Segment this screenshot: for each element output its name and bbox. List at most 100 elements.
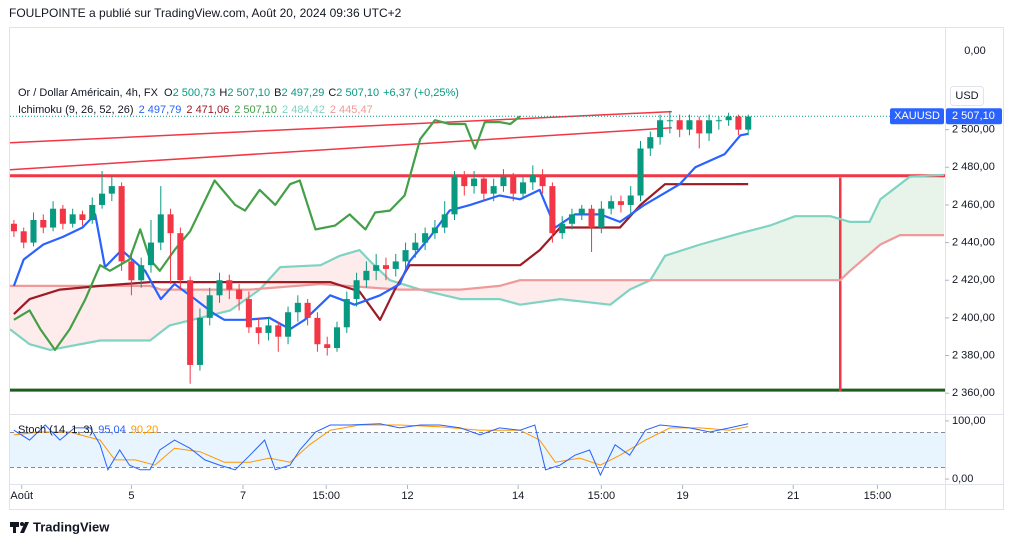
candle-body <box>559 223 566 234</box>
candle-body <box>196 317 203 365</box>
trend-line <box>10 127 672 171</box>
candle-body <box>392 261 399 269</box>
candle-body <box>147 242 155 266</box>
last-price-label: 2 507,10 <box>952 110 995 122</box>
candle-body <box>578 208 585 215</box>
y-tick-label: 2 500,00 <box>952 124 995 136</box>
indicator-line <box>13 115 521 351</box>
candle-body <box>529 174 536 183</box>
candle-body <box>285 312 292 337</box>
candle-body <box>745 116 752 130</box>
candle-body <box>637 148 644 196</box>
candle-body <box>519 182 527 194</box>
candle-body <box>30 220 37 243</box>
x-tick-label: Août <box>10 490 33 502</box>
legend-key: H <box>219 87 227 99</box>
logo <box>10 522 29 533</box>
indicator-name: Ichimoku (9, 26, 52, 26) <box>18 104 134 116</box>
candle-body <box>177 233 184 281</box>
candle-body <box>617 201 624 205</box>
x-tick-label: 15:00 <box>312 490 340 502</box>
candle-body <box>490 186 497 194</box>
candle-body <box>10 223 17 232</box>
candle-body <box>255 327 262 333</box>
candle-body <box>167 214 174 234</box>
indicator-line <box>10 234 944 291</box>
ticker: XAUUSD <box>894 110 940 122</box>
legend-value: 95,04 <box>98 424 126 436</box>
y-tick-label: 2 420,00 <box>952 274 995 286</box>
legend-value: 2 507,10 <box>336 87 379 99</box>
candle-body <box>40 220 47 228</box>
candle-body <box>510 176 517 194</box>
legend-value: 2 507,10 <box>227 87 270 99</box>
indicator-name: Stoch (14, 1, 3) <box>18 424 93 436</box>
candle-body <box>157 214 164 243</box>
legend-key: C <box>328 87 336 99</box>
candle-body <box>275 325 282 337</box>
x-tick-label: 19 <box>676 490 688 502</box>
price-legend: Or / Dollar Américain, 4h, FX O2 500,73 H2… <box>18 87 459 99</box>
candle-body <box>79 214 86 220</box>
legend-key: B <box>274 87 281 99</box>
indicator-line <box>13 183 749 321</box>
legend-value: 2 471,06 <box>186 104 229 116</box>
candle-body <box>480 178 487 194</box>
candle-body <box>608 201 615 209</box>
stoch-line <box>13 423 749 477</box>
last-price-tag <box>946 108 1002 125</box>
candle-body <box>333 327 341 348</box>
brand: TradingView <box>33 519 110 534</box>
legend-key: O <box>164 87 173 99</box>
x-tick-label: 14 <box>512 490 524 502</box>
candle-body <box>324 344 331 348</box>
candle-body <box>647 137 654 149</box>
currency: USD <box>955 90 978 102</box>
header-title: FOULPOINTE a publié sur TradingView.com,… <box>9 6 402 20</box>
ichimoku-legend: Ichimoku (9, 26, 52, 26) 2 497,79 2 471,06… <box>18 104 373 116</box>
candle-body <box>128 261 135 281</box>
candle-body <box>402 250 409 262</box>
x-tick-label: 15:00 <box>864 490 892 502</box>
x-tick-label: 15:00 <box>588 490 616 502</box>
symbol: Or / Dollar Américain, 4h, FX <box>18 87 159 99</box>
candle-body <box>696 120 703 134</box>
stoch-legend: Stoch (14, 1, 3) 95,04 90,20 <box>18 424 158 436</box>
candle-body <box>294 302 301 313</box>
candle-body <box>187 280 194 365</box>
y-tick-label: 2 380,00 <box>952 349 995 361</box>
candle-body <box>98 193 106 205</box>
y-tick-label: 2 400,00 <box>952 312 995 324</box>
candle-body <box>20 231 27 243</box>
frame <box>9 27 1004 510</box>
candle-body <box>236 289 243 300</box>
x-tick-label: 5 <box>128 490 134 502</box>
candle-body <box>353 280 360 300</box>
candle-body <box>59 208 66 224</box>
candle-body <box>206 295 213 318</box>
candle-body <box>549 186 556 234</box>
y-tick-label: 0,00 <box>952 473 973 485</box>
candle-body <box>627 195 634 205</box>
candle-body <box>265 325 272 333</box>
candle-body <box>735 116 742 130</box>
candle-body <box>451 176 458 215</box>
candle-body <box>441 214 448 228</box>
candle-body <box>725 116 732 121</box>
y-tick-label: 2 460,00 <box>952 199 995 211</box>
y-tick-label: 2 360,00 <box>952 387 995 399</box>
candle-body <box>216 280 223 296</box>
legend-value: 2 484,42 <box>282 104 325 116</box>
candle-body <box>568 214 576 224</box>
candle-body <box>138 265 145 281</box>
plot: 2 500,00 2 480,00 2 460,00 2 440,00 2 420,00… <box>10 108 1002 502</box>
candle-body <box>500 176 507 187</box>
trend-line <box>10 110 672 144</box>
legend-value: 2 497,79 <box>139 104 182 116</box>
currency-box[interactable] <box>950 86 984 106</box>
y-tick-label: 2 440,00 <box>952 236 995 248</box>
candle-body <box>373 265 380 271</box>
legend-change: +6,37 (+0,25%) <box>383 87 459 99</box>
candle-body <box>245 299 252 328</box>
